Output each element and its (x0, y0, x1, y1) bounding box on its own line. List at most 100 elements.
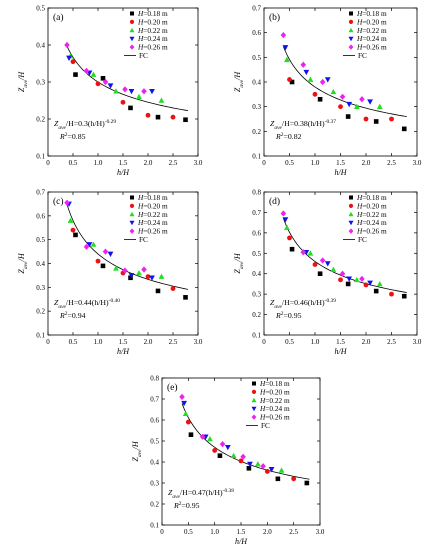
data-point-h026 (199, 433, 206, 440)
y-tick-label: 0.3 (252, 103, 261, 111)
y-tick-label: 0.2 (150, 501, 159, 509)
data-point-h024 (367, 99, 373, 105)
data-point-h024 (149, 88, 155, 95)
y-tick-label: 0.2 (252, 128, 261, 136)
data-point-h022 (113, 265, 119, 271)
panel-label: (c) (53, 196, 64, 207)
legend-h020-label: H=0.20 m (137, 201, 168, 210)
x-tick-label: 3.0 (316, 528, 325, 536)
data-point-h026 (300, 61, 307, 68)
r-squared: R2=0.85 (59, 132, 86, 141)
data-point-h022 (90, 241, 97, 247)
legend-h026-label: H=0.26 m (259, 413, 290, 422)
data-point-h026 (359, 96, 365, 103)
x-tick-label: 1.5 (336, 159, 345, 167)
y-tick-label: 0.7 (252, 5, 261, 13)
x-tick-label: 1.0 (311, 159, 320, 167)
data-point-h026 (280, 210, 287, 217)
legend-h024-marker (251, 406, 257, 412)
y-tick-label: 0.7 (150, 396, 159, 404)
data-point-h020 (95, 81, 101, 87)
y-tick-label: 0.8 (150, 375, 159, 383)
data-point-h026 (83, 243, 90, 250)
legend-h022-label: H=0.22 m (137, 26, 168, 35)
data-point-h018 (128, 275, 133, 281)
y-tick-label: 0.4 (36, 260, 45, 268)
y-axis-label: Zave/H (233, 252, 245, 273)
panel-label: (b) (269, 12, 280, 23)
data-point-h026 (260, 463, 266, 470)
x-tick-label: 3.0 (413, 338, 422, 346)
data-point-h024 (282, 217, 289, 223)
chart-panel-c: 0 0.5 1.0 1.5 2.0 2.5 3.0 0.1 0.2 0.3 0.4 0.5 0.6 0.7… (17, 189, 203, 357)
fit-equation: Zave/H=0.46(h/H)-0.39 (270, 298, 336, 310)
legend-h024-marker (129, 220, 135, 226)
data-point-h022 (136, 93, 142, 100)
data-point-h020 (264, 469, 270, 474)
data-point-h018 (401, 126, 407, 132)
y-tick-label: 0.4 (36, 42, 45, 50)
data-point-h018 (317, 271, 323, 277)
x-tick-label: 2.0 (362, 159, 371, 167)
data-point-h024 (346, 101, 353, 108)
data-point-h020 (312, 262, 318, 267)
data-point-h022 (307, 76, 314, 82)
data-point-h024 (128, 88, 135, 95)
x-tick-label: 0.5 (69, 338, 78, 346)
data-point-h024 (303, 69, 310, 76)
data-point-h020 (145, 274, 151, 280)
data-point-h020 (170, 286, 176, 291)
legend-h018-marker (130, 195, 134, 200)
data-point-h026 (280, 32, 287, 39)
data-point-h026 (64, 41, 70, 49)
y-tick-label: 0.2 (252, 311, 261, 319)
data-point-h022 (254, 461, 261, 467)
data-point-h026 (300, 249, 307, 256)
legend-h022-label: H=0.22 m (137, 210, 168, 219)
data-point-h018 (188, 432, 194, 437)
fit-equation: Zave/H=0.47(h/H)-0.38 (168, 488, 234, 500)
y-axis-label: Zave/H (233, 71, 245, 92)
x-tick-label: 0 (160, 528, 164, 536)
x-tick-label: 1.0 (94, 159, 103, 167)
x-tick-label: 3.0 (194, 338, 203, 346)
data-point-h024 (107, 83, 114, 89)
r-squared: R2=0.82 (275, 132, 302, 141)
legend-h026-marker (251, 414, 257, 420)
legend-h022-marker (251, 397, 257, 403)
data-point-h026 (141, 88, 147, 95)
fit-curve (66, 45, 189, 112)
data-point-h024 (224, 445, 231, 451)
legend-h020-marker (348, 203, 354, 208)
x-axis-label: h/H (335, 168, 348, 177)
data-point-h018 (289, 79, 295, 85)
y-axis-label: Zave/H (17, 252, 29, 273)
y-tick-label: 0.2 (36, 116, 45, 124)
legend-fc-label: FC (139, 51, 148, 60)
x-tick-label: 0 (262, 159, 266, 167)
data-point-h026 (359, 275, 365, 282)
legend-h018-marker (130, 11, 134, 16)
data-point-h022 (67, 217, 74, 223)
y-tick-label: 0.7 (252, 209, 261, 217)
legend-h018-marker (252, 381, 256, 386)
y-tick-label: 0.3 (252, 291, 261, 299)
data-point-h024 (86, 242, 93, 248)
x-tick-label: 3.0 (194, 159, 203, 167)
data-point-h026 (240, 453, 246, 460)
y-tick-label: 0.4 (252, 270, 261, 278)
data-point-h026 (319, 78, 326, 86)
legend-h026-label: H=0.26 m (137, 43, 168, 52)
legend-h020-marker (129, 19, 135, 24)
x-tick-label: 2.5 (169, 159, 178, 167)
data-point-h022 (207, 435, 213, 442)
panel-label: (e) (167, 382, 178, 393)
legend-h022-marker (348, 27, 354, 33)
data-point-h018 (304, 480, 310, 486)
data-point-h018 (100, 76, 106, 81)
data-point-h018 (128, 105, 133, 111)
y-tick-label: 0.7 (36, 189, 45, 197)
data-point-h020 (145, 112, 151, 118)
x-tick-label: 0.5 (285, 159, 294, 167)
data-point-h020 (212, 448, 218, 453)
